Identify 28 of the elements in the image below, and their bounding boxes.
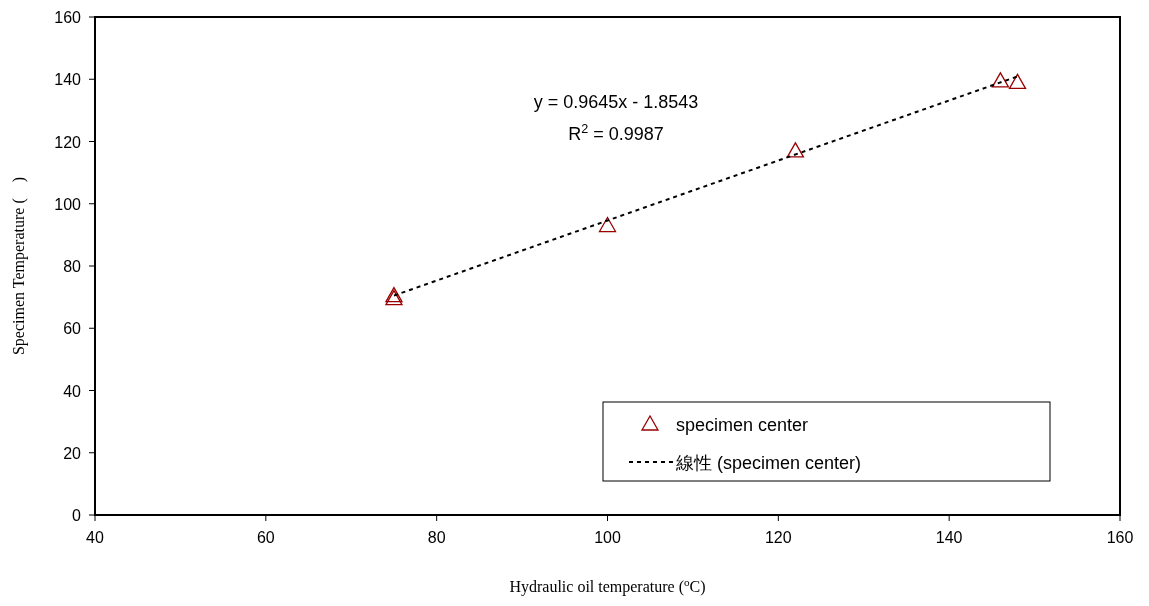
x-tick-label: 140	[935, 529, 963, 546]
point	[991, 72, 1010, 88]
x-axis-title: Hydraulic oil temperature ($^{o}$C)	[509, 576, 706, 596]
point	[1008, 73, 1027, 90]
x-tick-label: 40	[86, 529, 104, 546]
y-tick-label: 60	[63, 320, 82, 338]
legend-label: specimen center	[676, 415, 809, 435]
point	[598, 216, 617, 233]
x-tick-label: 100	[594, 529, 621, 546]
y-tick-label: 0	[72, 507, 82, 524]
y-tick-label: 120	[54, 133, 82, 151]
y-tick-label: 100	[54, 195, 82, 213]
legend-label: 線性 (specimen center)	[675, 453, 862, 473]
point	[786, 142, 805, 158]
point	[385, 290, 403, 306]
x-tick-label: 60	[256, 529, 275, 546]
annotation: y = 0.9645x - 1.8543	[533, 92, 699, 112]
y-tick-label: 20	[63, 444, 82, 462]
point	[385, 286, 403, 303]
y-tick-label: 140	[54, 71, 82, 89]
y-tick-label: 80	[63, 258, 82, 275]
y-axis-title: Specimen Temperature ( )	[10, 176, 28, 356]
y-tick-label: 40	[63, 382, 82, 400]
x-tick-label: 120	[764, 529, 792, 546]
x-tick-label: 80	[427, 529, 446, 546]
x-tick-label: 160	[1106, 529, 1134, 546]
annotation: R$^{2}$ = 0.9987	[568, 122, 664, 144]
y-tick-label: 160	[54, 9, 82, 26]
